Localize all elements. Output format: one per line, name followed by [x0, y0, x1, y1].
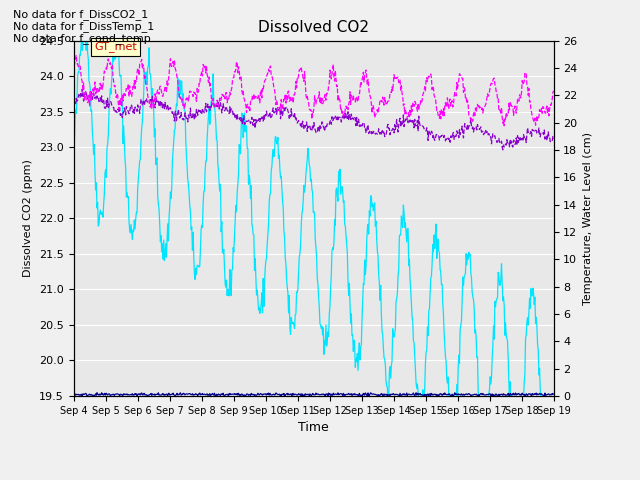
Y-axis label: Temperature, Water Level (cm): Temperature, Water Level (cm) — [583, 132, 593, 305]
Text: No data for f_DissCO2_1: No data for f_DissCO2_1 — [13, 9, 148, 20]
X-axis label: Time: Time — [298, 421, 329, 434]
Text: No data for f_DissTemp_1: No data for f_DissTemp_1 — [13, 21, 154, 32]
Text: No data for f_cond_temp: No data for f_cond_temp — [13, 33, 150, 44]
Legend: temp_EXOchan, temp_CTD, MD_Temp, MD_Temp_chan: temp_EXOchan, temp_CTD, MD_Temp, MD_Temp… — [75, 477, 552, 480]
Text: GT_met: GT_met — [95, 41, 137, 52]
Title: Dissolved CO2: Dissolved CO2 — [258, 21, 369, 36]
Y-axis label: Dissolved CO2 (ppm): Dissolved CO2 (ppm) — [24, 159, 33, 277]
